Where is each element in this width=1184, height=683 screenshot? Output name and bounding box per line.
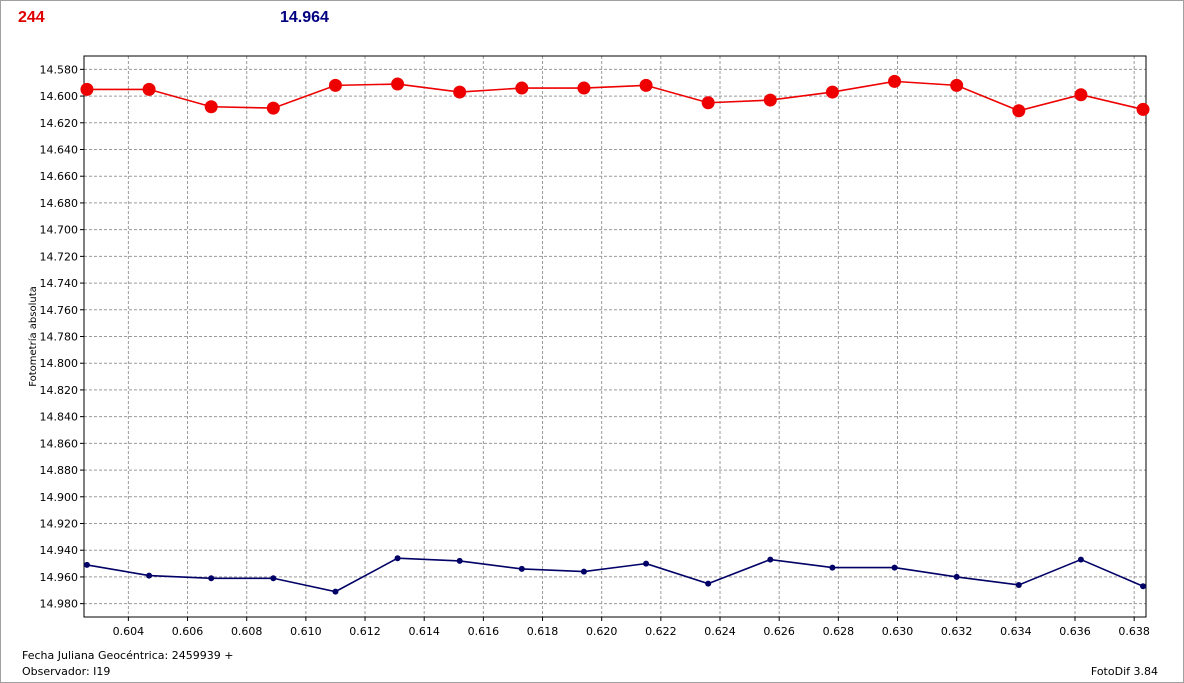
x-axis-ticks: 0.604 0.606 0.608 0.610 0.612 0.614 0.616 0.618… bbox=[113, 617, 1150, 638]
x-tick-label: 0.604 bbox=[113, 625, 145, 638]
data-point bbox=[1140, 583, 1147, 590]
x-tick-label: 0.610 bbox=[290, 625, 322, 638]
data-point bbox=[763, 93, 777, 107]
data-point bbox=[394, 555, 401, 562]
x-tick-label: 0.620 bbox=[586, 625, 618, 638]
y-tick-label: 14.820 bbox=[40, 384, 79, 397]
y-tick-label: 14.960 bbox=[40, 571, 79, 584]
data-point bbox=[639, 78, 653, 92]
y-tick-label: 14.860 bbox=[40, 437, 79, 450]
x-tick-label: 0.626 bbox=[763, 625, 795, 638]
data-point bbox=[643, 560, 650, 567]
y-tick-label: 14.900 bbox=[40, 491, 79, 504]
data-point bbox=[142, 82, 156, 96]
y-tick-label: 14.800 bbox=[40, 357, 79, 370]
julian-date-label: Fecha Juliana Geocéntrica: 2459939 + bbox=[22, 649, 234, 662]
x-tick-label: 0.634 bbox=[1000, 625, 1032, 638]
data-point bbox=[825, 85, 839, 99]
data-point bbox=[518, 565, 525, 572]
data-point bbox=[266, 101, 280, 115]
data-point bbox=[83, 561, 90, 568]
data-point bbox=[705, 580, 712, 587]
x-tick-label: 0.638 bbox=[1118, 625, 1150, 638]
y-tick-label: 14.660 bbox=[40, 170, 79, 183]
y-tick-label: 14.700 bbox=[40, 224, 79, 237]
data-point bbox=[270, 575, 277, 582]
data-point bbox=[1074, 88, 1088, 102]
data-point bbox=[891, 564, 898, 571]
data-point bbox=[328, 78, 342, 92]
data-point bbox=[701, 96, 715, 110]
data-point bbox=[80, 82, 94, 96]
x-tick-label: 0.616 bbox=[468, 625, 500, 638]
data-point bbox=[888, 74, 902, 88]
x-tick-label: 0.624 bbox=[704, 625, 736, 638]
data-point bbox=[577, 81, 591, 95]
y-tick-label: 14.780 bbox=[40, 331, 79, 344]
data-point bbox=[580, 568, 587, 575]
y-tick-label: 14.720 bbox=[40, 250, 79, 263]
x-tick-label: 0.618 bbox=[527, 625, 559, 638]
series-line bbox=[86, 557, 1144, 593]
data-point bbox=[146, 572, 153, 579]
data-point bbox=[1077, 556, 1084, 563]
y-tick-label: 14.620 bbox=[40, 117, 79, 130]
data-point bbox=[829, 564, 836, 571]
software-version: FotoDif 3.84 bbox=[1090, 665, 1158, 678]
data-point bbox=[204, 100, 218, 114]
data-point bbox=[953, 573, 960, 580]
data-point bbox=[1136, 102, 1150, 116]
y-tick-label: 14.680 bbox=[40, 197, 79, 210]
data-point bbox=[950, 78, 964, 92]
data-point bbox=[391, 77, 405, 91]
y-tick-label: 14.980 bbox=[40, 598, 79, 611]
series-group bbox=[80, 74, 1150, 595]
y-axis-ticks: 14.580 14.600 14.620 14.640 14.660 14.680 14.7… bbox=[40, 63, 84, 611]
x-tick-label: 0.612 bbox=[349, 625, 381, 638]
series-2 bbox=[83, 555, 1147, 595]
y-tick-label: 14.880 bbox=[40, 464, 79, 477]
y-tick-label: 14.640 bbox=[40, 144, 79, 157]
x-tick-label: 0.636 bbox=[1059, 625, 1091, 638]
series-1 bbox=[80, 74, 1150, 118]
x-tick-label: 0.622 bbox=[645, 625, 677, 638]
header-left-value: 244 bbox=[18, 9, 45, 26]
y-tick-label: 14.580 bbox=[40, 63, 79, 76]
header-right-value: 14.964 bbox=[280, 9, 329, 26]
x-tick-label: 0.614 bbox=[408, 625, 440, 638]
y-axis-label: Fotometría absoluta bbox=[27, 286, 39, 387]
x-tick-label: 0.632 bbox=[941, 625, 973, 638]
y-tick-label: 14.760 bbox=[40, 304, 79, 317]
y-tick-label: 14.740 bbox=[40, 277, 79, 290]
data-point bbox=[453, 85, 467, 99]
grid bbox=[84, 56, 1146, 617]
y-tick-label: 14.840 bbox=[40, 411, 79, 424]
x-tick-label: 0.630 bbox=[882, 625, 914, 638]
series-line bbox=[86, 80, 1144, 112]
x-tick-label: 0.608 bbox=[231, 625, 263, 638]
data-point bbox=[208, 575, 215, 582]
data-point bbox=[332, 588, 339, 595]
x-tick-label: 0.628 bbox=[823, 625, 855, 638]
data-point bbox=[515, 81, 529, 95]
y-tick-label: 14.940 bbox=[40, 544, 79, 557]
data-point bbox=[767, 556, 774, 563]
data-point bbox=[456, 557, 463, 564]
y-tick-label: 14.920 bbox=[40, 518, 79, 531]
x-tick-label: 0.606 bbox=[172, 625, 204, 638]
data-point bbox=[1012, 104, 1026, 118]
observer-label: Observador: I19 bbox=[22, 665, 111, 678]
data-point bbox=[1015, 581, 1022, 588]
y-tick-label: 14.600 bbox=[40, 90, 79, 103]
